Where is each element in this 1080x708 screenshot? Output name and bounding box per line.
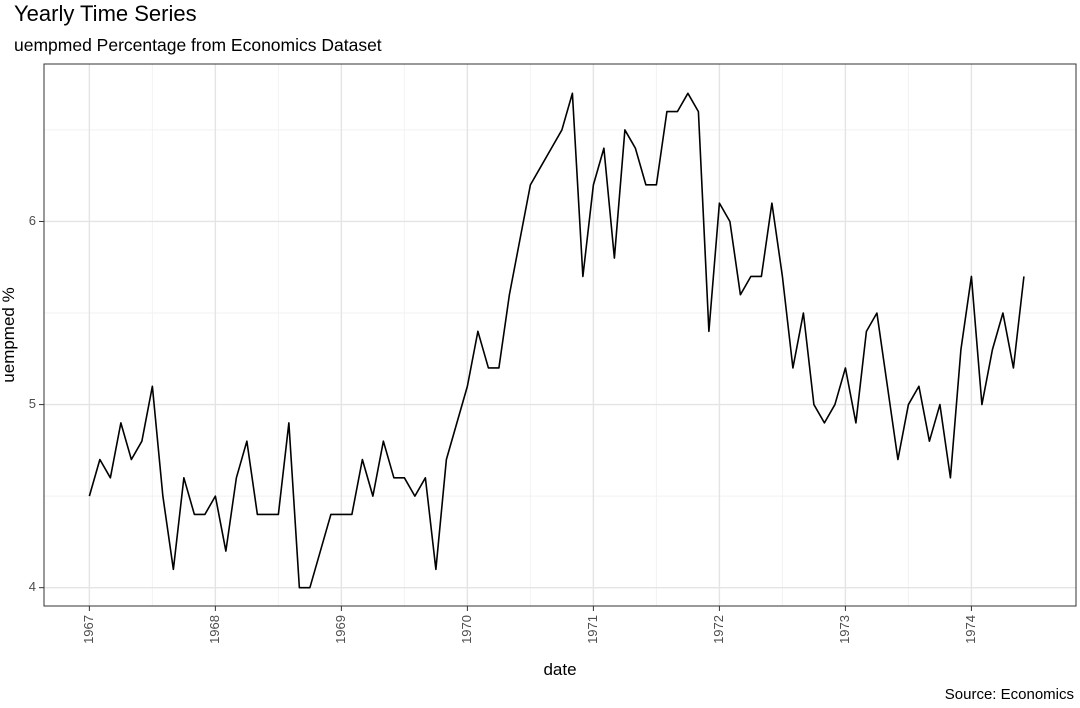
x-tick-label: 1971 bbox=[585, 615, 600, 644]
x-tick-label: 1973 bbox=[837, 615, 852, 644]
chart-caption: Source: Economics bbox=[944, 686, 1074, 703]
y-tick-label: 4 bbox=[29, 579, 36, 594]
x-tick-label: 1969 bbox=[333, 615, 348, 644]
x-axis-title: date bbox=[543, 660, 576, 679]
y-tick-label: 6 bbox=[29, 213, 36, 228]
chart-title: Yearly Time Series bbox=[14, 1, 197, 26]
x-tick-label: 1968 bbox=[207, 615, 222, 644]
y-axis-title: uempmed % bbox=[0, 287, 18, 382]
grid bbox=[44, 64, 1076, 606]
x-tick-label: 1970 bbox=[459, 615, 474, 644]
x-tick-label: 1974 bbox=[963, 615, 978, 644]
axis-ticks: 1967 1968 1969 1970 1971 1972 1973 1974 4 5 6 bbox=[29, 213, 978, 644]
series-line-uempmed bbox=[88, 92, 1025, 589]
x-tick-label: 1967 bbox=[81, 615, 96, 644]
chart-subtitle: uempmed Percentage from Economics Datase… bbox=[14, 35, 382, 55]
x-tick-label: 1972 bbox=[711, 615, 726, 644]
panel-border bbox=[43, 63, 1077, 607]
y-tick-label: 5 bbox=[29, 396, 36, 411]
